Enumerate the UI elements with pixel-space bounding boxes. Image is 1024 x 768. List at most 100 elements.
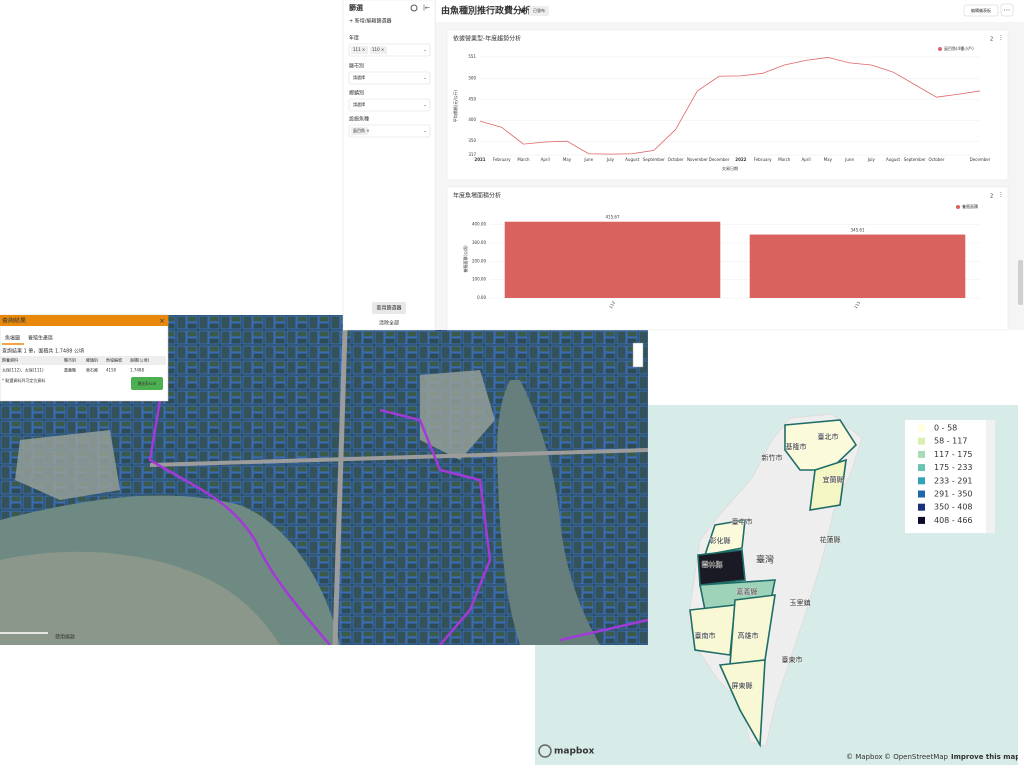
place-label: 臺中市 <box>732 517 753 526</box>
tab[interactable]: 魚塭圖 <box>5 335 20 342</box>
table-cell[interactable]: 4150 <box>106 368 117 373</box>
edit-button[interactable] <box>963 4 999 17</box>
chip[interactable] <box>351 46 368 54</box>
y-tick-label: 0.00 <box>477 295 486 300</box>
tab[interactable]: 養殖生產區 <box>28 335 53 342</box>
county[interactable] <box>718 659 766 748</box>
zoom-control[interactable] <box>632 342 644 368</box>
x-tick-label: 2021 <box>474 157 485 162</box>
column-header: 縣市別 <box>64 357 76 363</box>
terms[interactable]: 使用條款 <box>55 634 75 641</box>
field-label: 設施魚種 <box>349 116 369 123</box>
select-box[interactable] <box>348 43 431 57</box>
chip-label[interactable]: 111 × <box>353 47 365 52</box>
chip-label[interactable]: 110 × <box>372 47 384 52</box>
y-tick-label: 450 <box>468 96 476 101</box>
more-button[interactable] <box>1000 3 1014 17</box>
x-tick-label: February <box>754 157 772 162</box>
mudflat <box>0 551 280 645</box>
counties <box>689 419 858 748</box>
popup-titlebar <box>0 315 168 326</box>
select-box[interactable] <box>348 71 431 85</box>
chart-title: 年度魚場面積分析 <box>453 192 501 200</box>
y-tick-label: 400.00 <box>472 222 486 227</box>
place-label: 屏東縣 <box>732 681 753 690</box>
place-label: 雲林縣 <box>702 560 723 569</box>
county[interactable] <box>703 519 746 557</box>
x-tick-label: November <box>687 157 708 162</box>
county[interactable] <box>697 549 746 586</box>
place-label: 高雄市 <box>738 631 759 640</box>
place-label: 臺南市 <box>695 631 716 640</box>
header <box>436 0 1024 22</box>
legend-label: 291 - 350 <box>934 490 973 499</box>
attribution[interactable]: © OpenStreetMap <box>884 753 949 761</box>
clear-all[interactable]: 清除全部 <box>379 320 399 327</box>
apply-button[interactable] <box>372 302 406 314</box>
y-tick-label: 500 <box>468 75 476 80</box>
x-tick-label: July <box>867 157 876 162</box>
x-tick-label: September <box>643 157 665 162</box>
attribution[interactable]: Improve this map <box>951 753 1020 761</box>
select-box[interactable] <box>348 124 431 138</box>
bar[interactable] <box>504 221 721 298</box>
legend-scrollbar[interactable] <box>986 420 995 533</box>
add-filter[interactable]: + 新增/編輯篩選器 <box>349 18 391 25</box>
chart-title: 依據營業型-年度趨勢分析 <box>453 35 521 43</box>
legend: 0 - 58 58 - 117 117 - 175 175 - 233 233 - 29… <box>918 424 973 525</box>
chart-menu[interactable]: ⋮ <box>998 192 1004 199</box>
x-tick-label: May <box>563 157 572 162</box>
edit-label[interactable]: 編輯儀表板 <box>971 7 991 13</box>
satellite-map[interactable]: 使用條款 <box>0 315 648 645</box>
x-tick-label: June <box>844 157 854 162</box>
scrollbar[interactable] <box>1018 260 1023 305</box>
chart-menu[interactable]: ⋮ <box>998 35 1004 42</box>
export-label[interactable]: 匯出Excel <box>138 380 157 386</box>
more-label[interactable]: ⋯ <box>1004 6 1011 14</box>
x-tick-label: May <box>824 157 833 162</box>
field-label: 縣市別 <box>349 63 364 70</box>
bar[interactable] <box>749 234 966 298</box>
attribution[interactable]: © Mapbox <box>846 753 883 761</box>
county[interactable] <box>809 458 847 511</box>
placeholder: 請選擇 <box>353 101 365 107</box>
settings-icon[interactable] <box>410 4 418 12</box>
select-box[interactable] <box>348 98 431 112</box>
legend-label: 58 - 117 <box>934 437 967 446</box>
column-header: 魚塭編號 <box>106 357 122 363</box>
table-header <box>0 356 166 365</box>
column-header: 飼養資料 <box>2 357 18 363</box>
table-cell[interactable]: 太保(112)、太保(111) <box>2 367 44 373</box>
data-label: 415.67 <box>606 215 620 220</box>
dropdown-arrow: ⌄ <box>423 102 426 107</box>
placeholder: 請選擇 <box>353 74 365 80</box>
chart-filter-badge[interactable]: 2 <box>990 194 993 200</box>
legend-label: 虱目魚(4種小戶) <box>944 45 974 51</box>
line <box>479 57 981 155</box>
table-cell[interactable]: 嘉義縣 <box>64 367 76 373</box>
dashboard-title: 由魚種別推行政費分析 <box>441 5 531 17</box>
logo-icon <box>538 744 552 758</box>
x-tick-label: February <box>493 157 511 162</box>
y-tick-label: 551 <box>468 54 476 59</box>
chip-label[interactable]: 虱目魚 × <box>353 127 370 133</box>
logo: mapbox <box>554 747 595 757</box>
chart-filter-badge[interactable]: 2 <box>990 37 993 43</box>
apply-label[interactable]: 套用篩選器 <box>376 305 401 312</box>
data-label: 345.61 <box>851 228 865 233</box>
table-cell[interactable]: 東石鄉 <box>86 367 98 373</box>
chip[interactable] <box>351 127 368 135</box>
export-button[interactable] <box>131 377 163 390</box>
county[interactable] <box>689 604 736 656</box>
table-cell[interactable]: 1.7488 <box>130 368 144 373</box>
collapse-icon[interactable]: |← <box>423 5 430 12</box>
star[interactable]: ★ <box>519 7 526 16</box>
chip[interactable] <box>370 46 387 54</box>
y-tick-label: 100.00 <box>472 277 486 282</box>
y-tick-label: 200.00 <box>472 258 486 263</box>
popup-close[interactable]: × <box>159 317 165 325</box>
filter-title: 篩選 <box>349 3 363 12</box>
legend-label: 408 - 466 <box>934 516 973 525</box>
